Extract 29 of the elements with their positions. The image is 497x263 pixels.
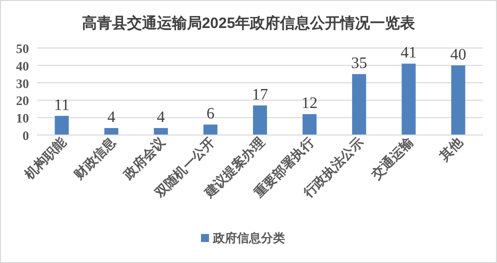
y-tick-label: 30 bbox=[16, 76, 29, 91]
data-label: 4 bbox=[107, 109, 116, 126]
bar bbox=[402, 64, 416, 135]
y-tick-label: 50 bbox=[16, 41, 29, 56]
x-tick-label: 财政信息 bbox=[70, 134, 120, 183]
chart-title: 高青县交通运输局2025年政府信息公开情况一览表 bbox=[82, 14, 416, 32]
y-tick-label: 20 bbox=[16, 93, 29, 108]
data-label: 6 bbox=[206, 106, 214, 123]
bar bbox=[104, 128, 118, 135]
bar bbox=[451, 65, 466, 135]
data-label: 12 bbox=[302, 95, 318, 112]
data-label: 17 bbox=[252, 86, 268, 104]
legend-label: 政府信息分类 bbox=[212, 231, 285, 245]
y-tick-label: 10 bbox=[16, 110, 29, 126]
data-label: 40 bbox=[450, 46, 466, 64]
bar bbox=[203, 124, 218, 135]
data-label: 35 bbox=[351, 55, 368, 72]
bar bbox=[352, 74, 366, 135]
bar bbox=[54, 116, 69, 135]
y-tick-label: 0 bbox=[22, 128, 29, 143]
x-tick-label: 交通运输 bbox=[368, 134, 416, 183]
data-label: 41 bbox=[400, 44, 417, 62]
x-tick-label: 其他 bbox=[436, 134, 466, 164]
y-tick-label: 40 bbox=[16, 58, 29, 74]
bar bbox=[154, 128, 168, 135]
data-label: 4 bbox=[156, 109, 165, 126]
bar bbox=[302, 114, 317, 135]
data-label: 11 bbox=[54, 96, 70, 114]
bar bbox=[253, 105, 267, 135]
